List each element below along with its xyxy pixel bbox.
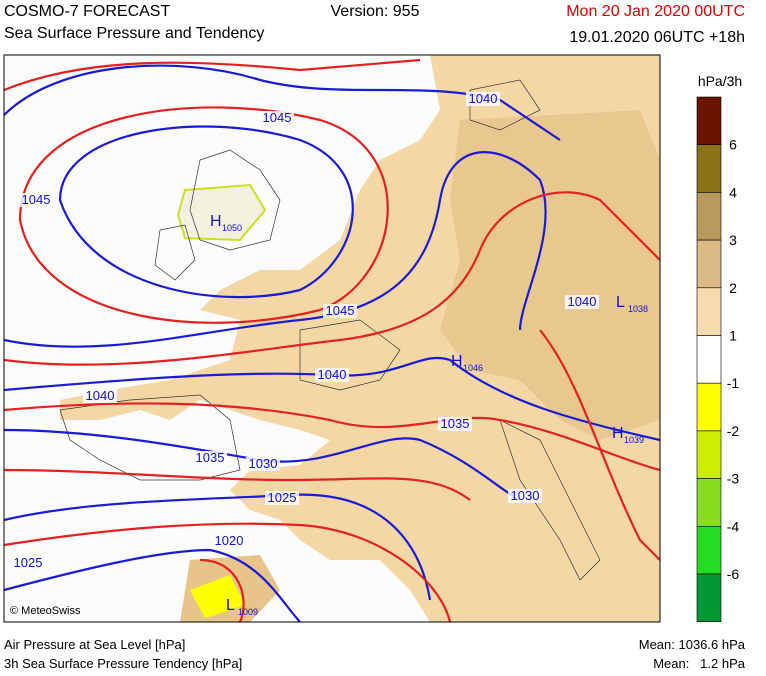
label-halo bbox=[265, 491, 299, 505]
isobar-label: 1025 bbox=[268, 490, 297, 505]
center-value: 1046 bbox=[463, 363, 483, 373]
label-halo bbox=[193, 451, 227, 465]
colorbar-label: -2 bbox=[727, 423, 740, 439]
colorbar-swatch bbox=[696, 525, 722, 575]
isobar-label: 1045 bbox=[263, 110, 292, 125]
valid-time: Mon 20 Jan 2020 00UTC bbox=[566, 3, 745, 20]
colorbar-label: -6 bbox=[727, 566, 740, 582]
colorbar-label: 4 bbox=[729, 184, 737, 200]
colorbar-swatch bbox=[696, 144, 722, 193]
isobar-label: 1040 bbox=[86, 388, 115, 403]
colorbar-swatch bbox=[696, 192, 722, 241]
label-halo bbox=[315, 368, 349, 382]
colorbar-swatch bbox=[696, 382, 722, 432]
colorbar-label: 2 bbox=[729, 280, 737, 296]
label-halo bbox=[83, 389, 117, 403]
colorbar-swatch bbox=[696, 287, 722, 336]
colorbar-label: 3 bbox=[729, 232, 737, 248]
label-halo bbox=[565, 295, 599, 309]
isobar-label: 1035 bbox=[196, 450, 225, 465]
run-time: 19.01.2020 06UTC +18h bbox=[569, 29, 745, 46]
footer-line: Air Pressure at Sea Level [hPa] bbox=[4, 637, 185, 652]
isobar-label: 1045 bbox=[326, 303, 355, 318]
colorbar-swatch bbox=[696, 478, 722, 527]
pressure-center: L bbox=[226, 597, 235, 614]
mean-value: Mean: 1.2 hPa bbox=[653, 656, 746, 671]
label-halo bbox=[212, 534, 246, 548]
label-halo bbox=[260, 111, 294, 125]
center-value: 1038 bbox=[628, 304, 648, 314]
subtitle: Sea Surface Pressure and Tendency bbox=[4, 25, 264, 42]
pressure-center: H bbox=[451, 353, 463, 370]
colorbar-swatch bbox=[696, 430, 722, 479]
isobar-label: 1040 bbox=[568, 294, 597, 309]
center-value: 1039 bbox=[624, 435, 644, 445]
isobar-label: 1035 bbox=[441, 416, 470, 431]
isobar-label: 1030 bbox=[249, 456, 278, 471]
colorbar-label: -1 bbox=[727, 375, 740, 391]
isobar-label: 1030 bbox=[511, 488, 540, 503]
colorbar-swatch bbox=[696, 335, 722, 384]
colorbar-swatch bbox=[696, 573, 722, 623]
colorbar-label: -4 bbox=[727, 518, 740, 534]
pressure-center: H bbox=[612, 425, 624, 442]
label-halo bbox=[11, 556, 45, 570]
label-halo bbox=[19, 193, 53, 207]
pressure-center: L bbox=[616, 294, 625, 311]
center-value: 1009 bbox=[238, 607, 258, 617]
version: Version: 955 bbox=[331, 3, 420, 20]
label-halo bbox=[438, 417, 472, 431]
isobar-label: 1020 bbox=[215, 533, 244, 548]
center-value: 1050 bbox=[222, 223, 242, 233]
mean-value: Mean: 1036.6 hPa bbox=[639, 637, 746, 652]
map: 1040 1045 1045 1045 1040 1040 1040 1035 1035 1030… bbox=[4, 55, 660, 622]
pressure-center: H bbox=[210, 213, 222, 230]
label-halo bbox=[323, 304, 357, 318]
label-halo bbox=[508, 489, 542, 503]
isobar-label: 1045 bbox=[22, 192, 51, 207]
title: COSMO-7 FORECAST bbox=[4, 3, 170, 20]
colorbar-label: 1 bbox=[729, 328, 737, 344]
copyright: © MeteoSwiss bbox=[10, 605, 81, 617]
isobar-label: 1025 bbox=[14, 555, 43, 570]
colorbar-swatch bbox=[696, 239, 722, 289]
label-halo bbox=[466, 92, 500, 106]
label-halo bbox=[246, 457, 280, 471]
colorbar-label: -3 bbox=[727, 471, 740, 487]
isobar-label: 1040 bbox=[469, 91, 498, 106]
isobar-label: 1040 bbox=[318, 367, 347, 382]
colorbar-label: 6 bbox=[729, 137, 737, 153]
colorbar-unit: hPa/3h bbox=[698, 73, 742, 89]
colorbar-swatch bbox=[696, 96, 722, 146]
footer-line: 3h Sea Surface Pressure Tendency [hPa] bbox=[4, 656, 242, 671]
